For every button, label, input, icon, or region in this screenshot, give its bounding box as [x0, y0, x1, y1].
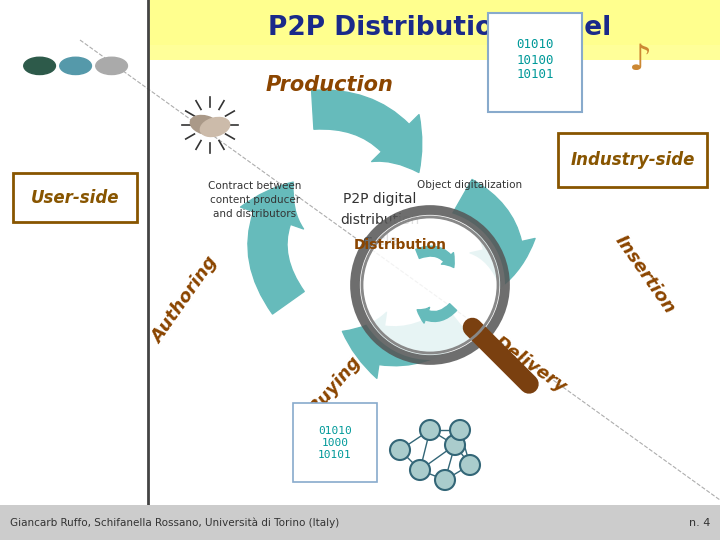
Circle shape — [460, 455, 480, 475]
Ellipse shape — [24, 57, 55, 75]
FancyArrowPatch shape — [415, 246, 454, 267]
Text: Production: Production — [266, 75, 394, 95]
Text: Authoring: Authoring — [148, 253, 222, 347]
Circle shape — [420, 420, 440, 440]
Polygon shape — [148, 0, 720, 60]
Text: P2P Distribution Model: P2P Distribution Model — [269, 15, 611, 41]
Text: 01010
1000
10101: 01010 1000 10101 — [318, 427, 352, 460]
Text: Distribution: Distribution — [354, 238, 446, 252]
Text: Object digitalization: Object digitalization — [418, 180, 523, 190]
Ellipse shape — [60, 57, 91, 75]
Circle shape — [410, 460, 430, 480]
FancyBboxPatch shape — [558, 133, 707, 187]
Text: User-side: User-side — [31, 189, 120, 207]
Text: Giancarb Ruffo, Schifanella Rossano, Università di Torino (Italy): Giancarb Ruffo, Schifanella Rossano, Uni… — [10, 517, 339, 528]
Circle shape — [355, 210, 505, 360]
Circle shape — [445, 435, 465, 455]
FancyBboxPatch shape — [293, 403, 377, 482]
FancyArrowPatch shape — [240, 182, 305, 314]
Text: Delivery: Delivery — [490, 334, 570, 396]
FancyBboxPatch shape — [13, 173, 137, 222]
Text: Industry-side: Industry-side — [571, 151, 696, 169]
Text: Contract between
content producer
and distributors: Contract between content producer and di… — [208, 181, 302, 219]
Text: P2P digital
distribution
cycle: P2P digital distribution cycle — [341, 192, 420, 248]
Ellipse shape — [190, 116, 220, 134]
Polygon shape — [0, 505, 720, 540]
Text: ♪: ♪ — [629, 43, 652, 77]
Text: 01010
10100
10101: 01010 10100 10101 — [516, 38, 554, 82]
Circle shape — [435, 470, 455, 490]
Polygon shape — [148, 0, 720, 45]
Circle shape — [390, 440, 410, 460]
FancyArrowPatch shape — [312, 90, 422, 172]
Circle shape — [450, 420, 470, 440]
FancyBboxPatch shape — [488, 13, 582, 112]
Text: Insertion: Insertion — [611, 232, 679, 318]
Text: Buying: Buying — [305, 352, 364, 418]
FancyArrowPatch shape — [343, 307, 470, 379]
FancyArrowPatch shape — [417, 303, 456, 323]
Ellipse shape — [96, 57, 127, 75]
FancyArrowPatch shape — [453, 179, 535, 287]
Ellipse shape — [200, 118, 230, 137]
Text: n. 4: n. 4 — [688, 517, 710, 528]
